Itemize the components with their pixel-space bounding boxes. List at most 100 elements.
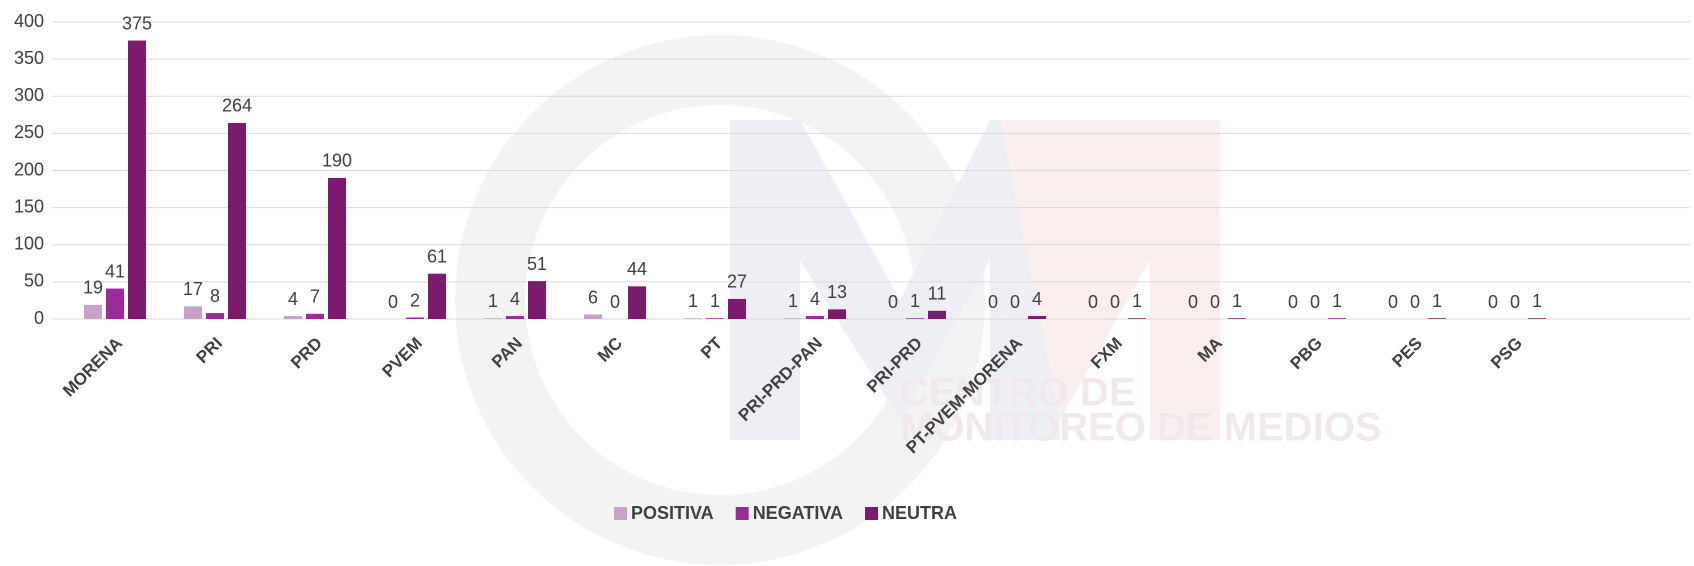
data-label: 4	[288, 289, 298, 309]
data-label: 13	[827, 282, 847, 302]
bar	[84, 304, 102, 319]
data-label: 44	[627, 259, 647, 279]
bar	[828, 309, 846, 319]
bar	[706, 318, 724, 319]
bar	[1028, 316, 1046, 319]
bar	[184, 306, 202, 319]
bar	[1428, 318, 1446, 319]
bar	[428, 273, 446, 319]
data-label: 0	[988, 292, 998, 312]
watermark-logo	[455, 35, 1220, 565]
data-label: 2	[410, 290, 420, 310]
bar	[1128, 318, 1146, 319]
bar	[406, 317, 424, 319]
data-label: 0	[1488, 292, 1498, 312]
data-label: 0	[1110, 292, 1120, 312]
y-tick-label: 0	[34, 308, 44, 328]
watermark-text: CENTRO DE	[900, 371, 1136, 415]
bar	[484, 318, 502, 319]
bar	[1228, 318, 1246, 319]
x-tick-label: PSG	[1487, 334, 1526, 373]
bar	[306, 313, 324, 319]
data-label: 4	[510, 289, 520, 309]
data-label: 1	[710, 291, 720, 311]
data-label: 4	[810, 289, 820, 309]
data-label: 190	[322, 151, 352, 171]
data-label: 0	[388, 292, 398, 312]
bar	[206, 313, 224, 319]
data-label: 11	[928, 284, 947, 304]
data-label: 0	[1188, 292, 1198, 312]
data-label: 1	[1432, 291, 1442, 311]
bar	[806, 316, 824, 319]
y-tick-label: 100	[14, 234, 44, 254]
data-label: 0	[1088, 292, 1098, 312]
x-tick-label: PVEM	[378, 334, 426, 382]
y-tick-label: 200	[14, 159, 44, 179]
data-label: 1	[1232, 291, 1242, 311]
bar	[328, 177, 346, 319]
data-label: 61	[427, 246, 447, 266]
data-label: 1	[688, 291, 698, 311]
legend-label: NEGATIVA	[753, 503, 843, 523]
data-label: 41	[105, 261, 125, 281]
data-label: 8	[210, 286, 220, 306]
data-label: 264	[222, 96, 252, 116]
data-label: 17	[183, 279, 203, 299]
watermark-text: MONITOREO DE MEDIOS	[900, 406, 1382, 450]
data-label: 0	[610, 292, 620, 312]
bar	[284, 316, 302, 319]
bar	[1328, 318, 1346, 319]
bar	[106, 288, 124, 319]
bar	[628, 286, 646, 319]
bar	[528, 281, 546, 319]
x-tick-label: PT	[697, 333, 726, 362]
data-label: 375	[122, 13, 152, 33]
data-label: 7	[310, 287, 320, 307]
legend-label: POSITIVA	[631, 503, 714, 523]
bar	[684, 318, 702, 319]
bar	[928, 310, 946, 319]
legend-swatch	[614, 507, 627, 520]
x-tick-label: PRD	[287, 334, 326, 373]
data-label: 19	[83, 278, 103, 298]
bar	[906, 318, 924, 319]
data-label: 0	[1510, 292, 1520, 312]
data-label: 6	[588, 287, 598, 307]
data-label: 51	[527, 254, 547, 274]
legend-swatch	[865, 507, 879, 520]
data-label: 0	[1310, 292, 1320, 312]
x-tick-label: MC	[594, 334, 626, 366]
bar	[228, 122, 246, 319]
data-label: 0	[1210, 292, 1220, 312]
bar	[506, 316, 524, 319]
legend-swatch	[735, 507, 749, 520]
data-label: 1	[788, 291, 798, 311]
y-tick-label: 350	[14, 48, 44, 68]
y-tick-label: 150	[14, 196, 44, 216]
bar	[728, 298, 746, 319]
data-label: 1	[488, 291, 498, 311]
data-label: 0	[1410, 292, 1420, 312]
data-label: 0	[888, 292, 898, 312]
data-label: 0	[1010, 292, 1020, 312]
y-tick-label: 300	[14, 85, 44, 105]
x-tick-label: PBG	[1287, 334, 1326, 373]
y-tick-label: 250	[14, 122, 44, 142]
y-tick-label: 400	[14, 11, 44, 31]
bar	[784, 318, 802, 319]
bar	[584, 314, 602, 319]
data-label: 4	[1032, 289, 1042, 309]
legend-label: NEUTRA	[882, 503, 957, 523]
data-label: 0	[1288, 292, 1298, 312]
data-label: 0	[1388, 292, 1398, 312]
bar	[128, 40, 146, 319]
data-label: 1	[1332, 291, 1342, 311]
bar	[1528, 318, 1546, 319]
data-label: 1	[1132, 291, 1142, 311]
x-tick-label: PES	[1389, 334, 1426, 371]
data-label: 1	[910, 291, 920, 311]
x-tick-label: MORENA	[59, 334, 126, 401]
x-tick-label: PRI	[193, 334, 226, 367]
